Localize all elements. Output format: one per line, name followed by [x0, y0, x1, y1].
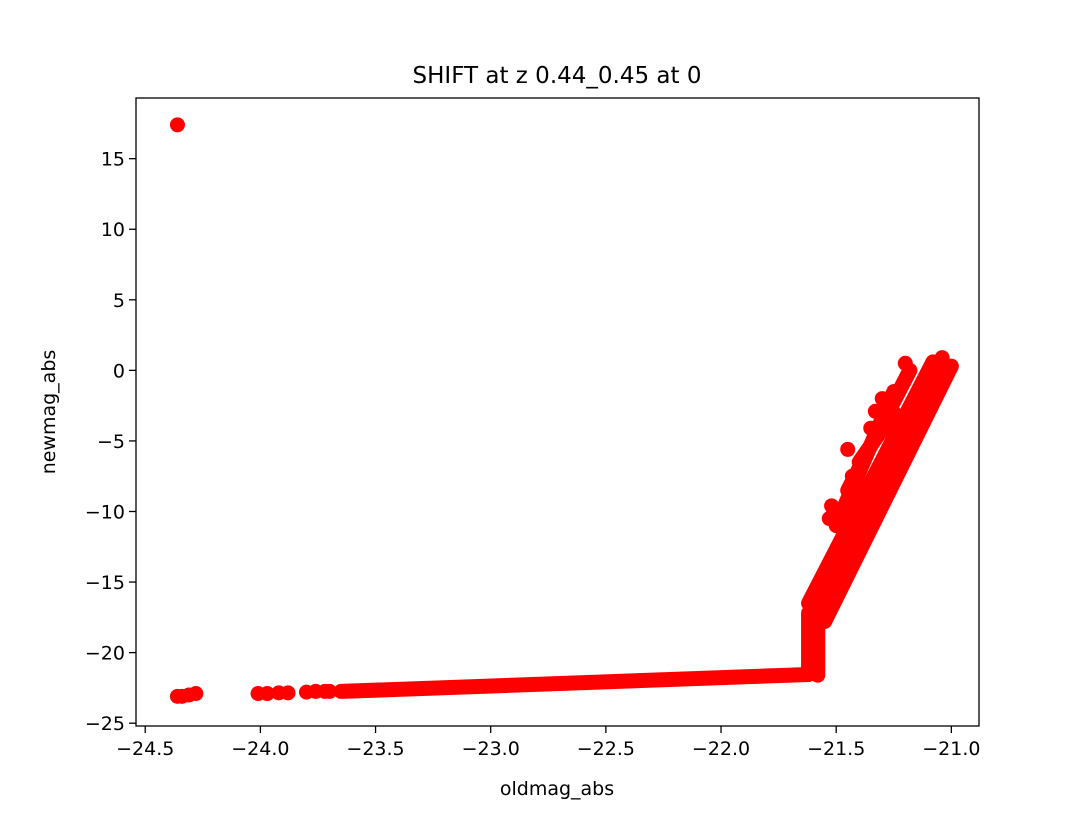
y-tick-label: −20	[85, 643, 125, 665]
data-point	[863, 420, 879, 436]
data-point	[169, 117, 185, 133]
y-tick-label: 10	[101, 219, 125, 241]
data-point	[867, 403, 883, 419]
chart-title: SHIFT at z 0.44_0.45 at 0	[413, 63, 702, 89]
y-tick-label: −15	[85, 572, 125, 594]
y-tick-label: 0	[113, 360, 125, 382]
data-point	[259, 686, 275, 702]
point-band	[851, 405, 902, 470]
x-axis-label: oldmag_abs	[500, 778, 614, 800]
data-point	[844, 468, 860, 484]
y-axis-label: newmag_abs	[38, 350, 60, 475]
x-tick-label: −21.0	[922, 738, 980, 760]
y-tick-label: 15	[101, 149, 125, 171]
x-tick-label: −23.5	[346, 738, 404, 760]
x-tick-label: −23.0	[462, 738, 520, 760]
data-point	[840, 441, 856, 457]
point-band	[817, 358, 959, 630]
x-tick-label: −21.5	[807, 738, 865, 760]
plot-frame	[135, 97, 980, 727]
data-point	[897, 355, 913, 371]
x-tick-label: −22.0	[692, 738, 750, 760]
data-point	[874, 391, 890, 407]
y-tick-label: −10	[85, 501, 125, 523]
y-axis: −25 −20 −15 −10 −5 0 5 10 15	[85, 149, 136, 735]
point-band	[801, 354, 941, 611]
x-axis: −24.5 −24.0 −23.5 −23.0 −22.5 −22.0 −21.5 −21.0	[116, 726, 980, 760]
data-point	[188, 686, 204, 702]
data-point	[821, 511, 837, 527]
data-marks	[169, 117, 959, 704]
x-tick-label: −24.5	[116, 738, 174, 760]
y-tick-label: 5	[113, 290, 125, 312]
data-point	[824, 498, 840, 514]
data-point	[280, 685, 296, 701]
y-tick-label: −5	[97, 431, 125, 453]
data-point	[321, 683, 337, 699]
point-band	[333, 666, 817, 699]
y-tick-label: −25	[85, 713, 125, 735]
x-tick-label: −24.0	[231, 738, 289, 760]
x-tick-label: −22.5	[577, 738, 635, 760]
